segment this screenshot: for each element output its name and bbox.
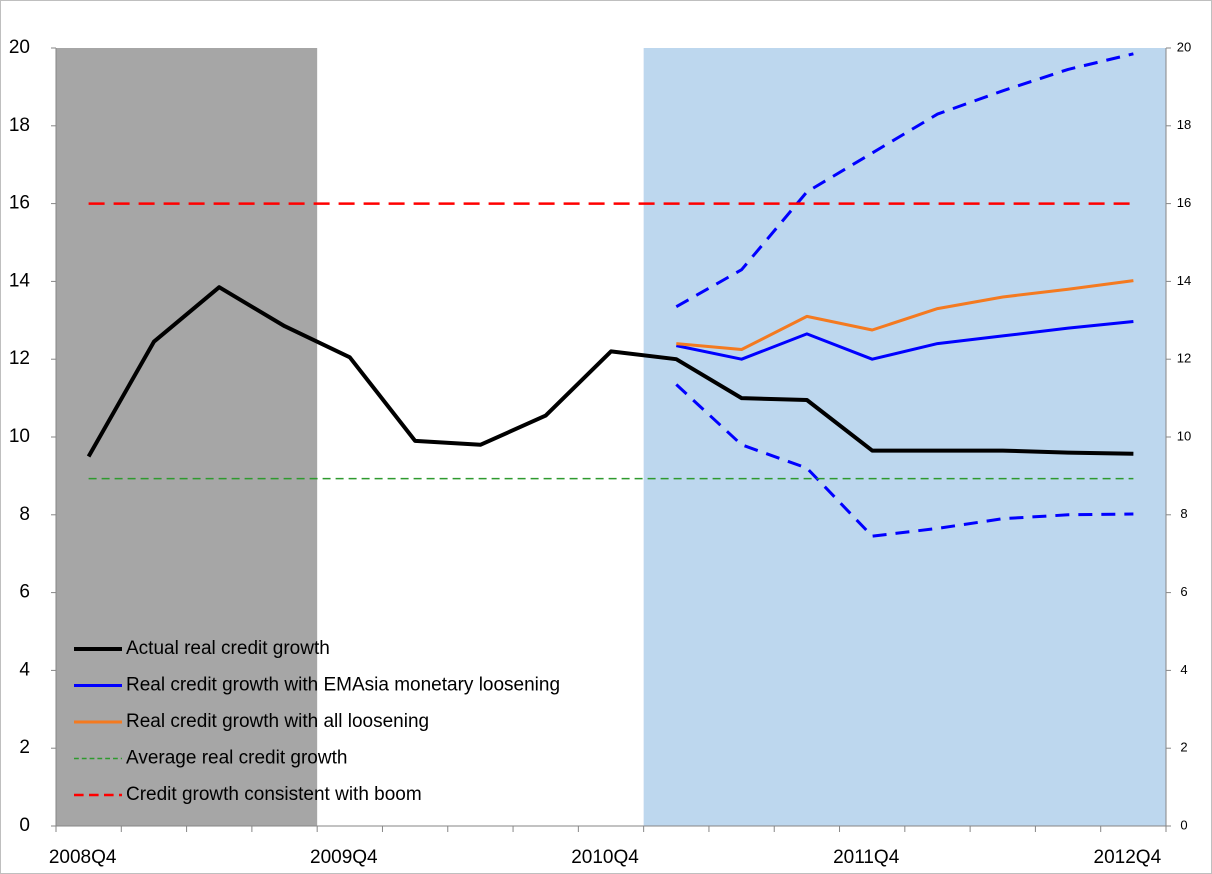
y-tick-label: 16 bbox=[9, 193, 30, 214]
y2-tick-label: 6 bbox=[1180, 584, 1187, 599]
x-tick-label: 2011Q4 bbox=[833, 847, 900, 868]
series-line bbox=[676, 279, 1134, 351]
legend-label: Real credit growth with all loosening bbox=[126, 711, 429, 732]
x-tick-label: 2008Q4 bbox=[49, 847, 117, 868]
legend-label: Real credit growth with EMAsia monetary … bbox=[126, 675, 560, 696]
y2-tick-label: 14 bbox=[1177, 273, 1191, 288]
y-tick-label: 8 bbox=[19, 504, 30, 525]
y-tick-label: 20 bbox=[9, 37, 30, 58]
y2-tick-label: 20 bbox=[1177, 39, 1191, 54]
y2-tick-label: 12 bbox=[1177, 351, 1191, 366]
y2-tick-label: 2 bbox=[1180, 740, 1187, 755]
y-tick-label: 18 bbox=[9, 115, 30, 136]
legend-label: Credit growth consistent with boom bbox=[126, 784, 422, 805]
y-tick-label: 4 bbox=[19, 659, 30, 680]
series-line bbox=[675, 320, 1134, 361]
shaded-region bbox=[56, 48, 318, 826]
x-tick-label: 2010Q4 bbox=[571, 847, 639, 868]
y-tick-label: 10 bbox=[9, 426, 30, 447]
y2-tick-label: 8 bbox=[1180, 506, 1187, 521]
y2-tick-label: 4 bbox=[1180, 662, 1187, 677]
y-tick-label: 12 bbox=[9, 348, 30, 369]
shaded-region bbox=[643, 48, 1166, 826]
x-tick-label: 2009Q4 bbox=[310, 847, 378, 868]
series-line bbox=[86, 285, 1134, 458]
x-tick-label: 2012Q4 bbox=[1094, 847, 1162, 868]
legend-label: Average real credit growth bbox=[126, 748, 347, 769]
y2-tick-label: 0 bbox=[1180, 817, 1187, 832]
y-tick-label: 2 bbox=[19, 737, 30, 758]
y-tick-label: 0 bbox=[19, 815, 30, 836]
y-tick-label: 14 bbox=[9, 270, 31, 291]
legend-label: Actual real credit growth bbox=[126, 638, 330, 659]
series-line bbox=[675, 383, 1134, 538]
y2-tick-label: 10 bbox=[1177, 428, 1191, 443]
y2-tick-label: 18 bbox=[1177, 117, 1191, 132]
y2-tick-label: 16 bbox=[1177, 195, 1191, 210]
y-tick-label: 6 bbox=[19, 582, 30, 603]
